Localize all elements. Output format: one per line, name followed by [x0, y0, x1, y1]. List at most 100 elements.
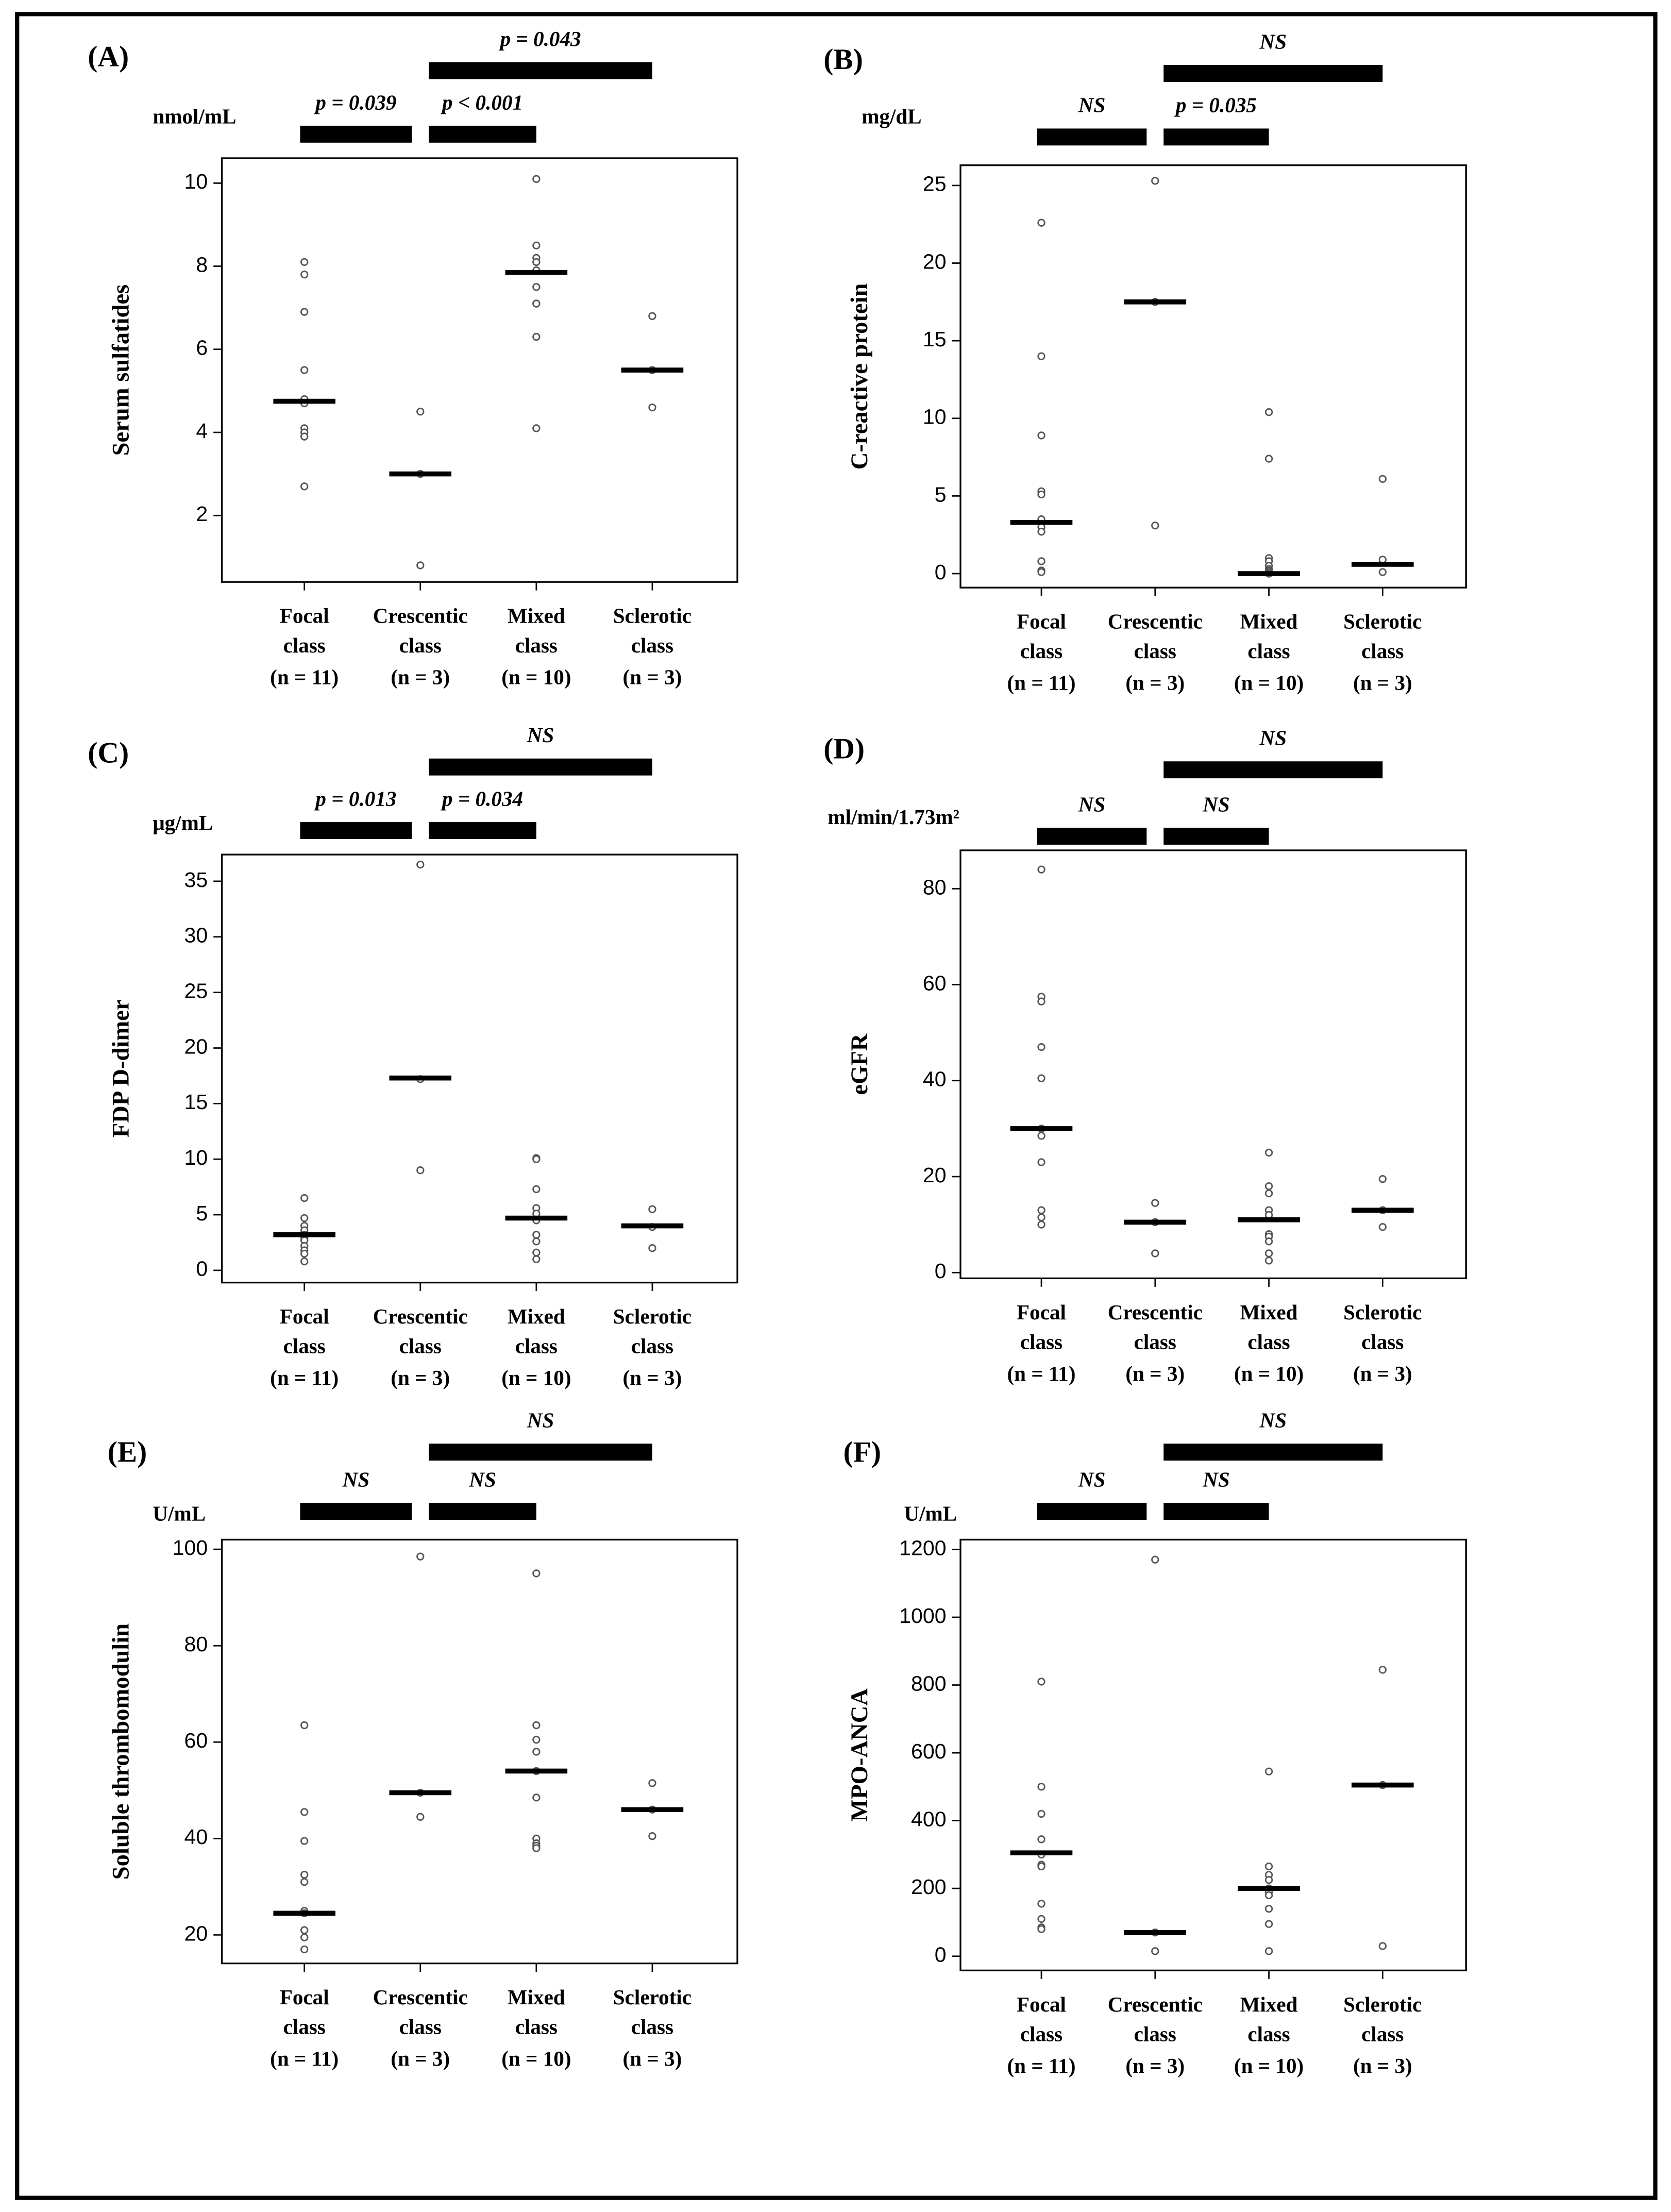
- significance-bar: [429, 125, 536, 143]
- panel-label: (B): [823, 43, 863, 76]
- data-point: [1378, 1942, 1387, 1950]
- x-category: Crescentic class: [373, 606, 468, 658]
- y-tick-label: 60: [923, 971, 947, 995]
- y-tick-label: 5: [196, 1201, 208, 1225]
- data-point: [532, 1748, 541, 1756]
- y-tick-label: 25: [184, 979, 208, 1002]
- significance-label: NS: [1202, 792, 1230, 816]
- significance-label: NS: [1259, 1408, 1287, 1432]
- panel-label: (F): [843, 1436, 881, 1468]
- significance-bar: [300, 125, 412, 143]
- data-point: [1037, 1925, 1045, 1933]
- x-category: Mixed class: [508, 606, 565, 658]
- significance-label: NS: [1078, 1467, 1106, 1491]
- significance-bar: [300, 822, 412, 839]
- data-point: [532, 175, 541, 183]
- group-size: (n = 3): [623, 665, 682, 690]
- data-point: [1264, 1211, 1273, 1219]
- data-point: [532, 283, 541, 291]
- y-axis-label: Soluble thrombomodulin: [107, 1623, 134, 1880]
- data-point: [300, 1257, 309, 1266]
- data-point: [1037, 1220, 1045, 1229]
- group-size: (n = 3): [1125, 671, 1185, 695]
- y-tick-label: 400: [911, 1807, 947, 1831]
- data-point: [648, 1205, 656, 1213]
- data-point: [300, 270, 309, 279]
- x-category: Sclerotic class: [1343, 1302, 1422, 1355]
- data-point: [300, 1194, 309, 1202]
- data-point: [532, 1721, 541, 1730]
- significance-label: NS: [468, 1467, 496, 1491]
- group-size: (n = 3): [1125, 2054, 1185, 2078]
- data-point: [1037, 352, 1045, 360]
- y-tick-label: 15: [923, 327, 947, 351]
- data-point: [532, 241, 541, 249]
- figure-border: [15, 12, 1658, 2200]
- data-point: [416, 860, 425, 869]
- data-point: [1264, 1189, 1273, 1198]
- group-size: (n = 11): [1007, 2054, 1076, 2078]
- data-point: [648, 403, 656, 412]
- data-point: [1037, 568, 1045, 576]
- y-tick-label: 15: [184, 1090, 208, 1114]
- x-category: Mixed class: [1240, 1995, 1298, 2047]
- significance-bar: [429, 758, 652, 776]
- data-point: [1037, 1900, 1045, 1908]
- group-size: (n = 10): [1234, 2054, 1304, 2078]
- group-size: (n = 3): [1353, 671, 1412, 695]
- group-size: (n = 11): [270, 1366, 339, 1390]
- data-point: [532, 1231, 541, 1239]
- x-category: Focal class: [1017, 612, 1066, 664]
- data-point: [1264, 1862, 1273, 1871]
- panel-label: (D): [823, 732, 865, 765]
- group-size: (n = 3): [391, 2047, 450, 2071]
- data-point: [416, 408, 425, 416]
- x-tick-label: Sclerotic class: [1343, 1302, 1422, 1355]
- data-point: [1037, 1915, 1045, 1923]
- data-point: [532, 1794, 541, 1802]
- y-tick-label: 40: [184, 1825, 208, 1849]
- plot-frame: [959, 1538, 1467, 1971]
- y-tick-label: 10: [923, 405, 947, 429]
- data-point: [1037, 557, 1045, 565]
- unit-label: mg/dL: [862, 105, 922, 128]
- data-point: [300, 1214, 309, 1222]
- x-tick-label: Sclerotic class: [1343, 611, 1422, 664]
- data-point: [1151, 1555, 1159, 1564]
- y-axis-label: FDP D-dimer: [107, 999, 134, 1137]
- data-point: [1378, 475, 1387, 483]
- y-tick-label: 80: [184, 1632, 208, 1656]
- data-point: [1151, 1947, 1159, 1955]
- data-point: [300, 432, 309, 441]
- y-axis-label: eGFR: [846, 1033, 873, 1095]
- y-tick-label: 30: [184, 924, 208, 947]
- data-point: [1151, 177, 1159, 185]
- significance-bar: [1163, 761, 1383, 779]
- data-point: [1264, 1891, 1273, 1899]
- group-size: (n = 3): [1353, 1362, 1412, 1386]
- x-tick-label: Mixed class: [507, 1306, 565, 1359]
- data-point: [300, 1249, 309, 1258]
- significance-label: NS: [1259, 726, 1287, 750]
- data-point: [1264, 408, 1273, 416]
- significance-label: p = 0.034: [441, 786, 523, 810]
- data-point: [1264, 1947, 1273, 1955]
- data-point: [532, 1155, 541, 1163]
- y-tick-label: 4: [196, 419, 208, 443]
- y-tick-label: 0: [935, 1943, 947, 1967]
- unit-label: μg/mL: [153, 811, 213, 834]
- x-category: Focal class: [280, 1987, 329, 2039]
- significance-bar: [1037, 128, 1147, 146]
- data-point: [1037, 1835, 1045, 1844]
- x-category: Sclerotic class: [613, 1306, 691, 1359]
- group-size: (n = 3): [391, 665, 450, 690]
- y-tick-label: 10: [184, 170, 208, 193]
- significance-bar: [1163, 1444, 1383, 1461]
- significance-label: p = 0.039: [314, 90, 396, 114]
- y-tick-label: 0: [935, 1259, 947, 1283]
- data-point: [300, 1878, 309, 1886]
- data-point: [532, 1569, 541, 1578]
- significance-label: NS: [342, 1467, 370, 1491]
- data-point: [300, 1926, 309, 1934]
